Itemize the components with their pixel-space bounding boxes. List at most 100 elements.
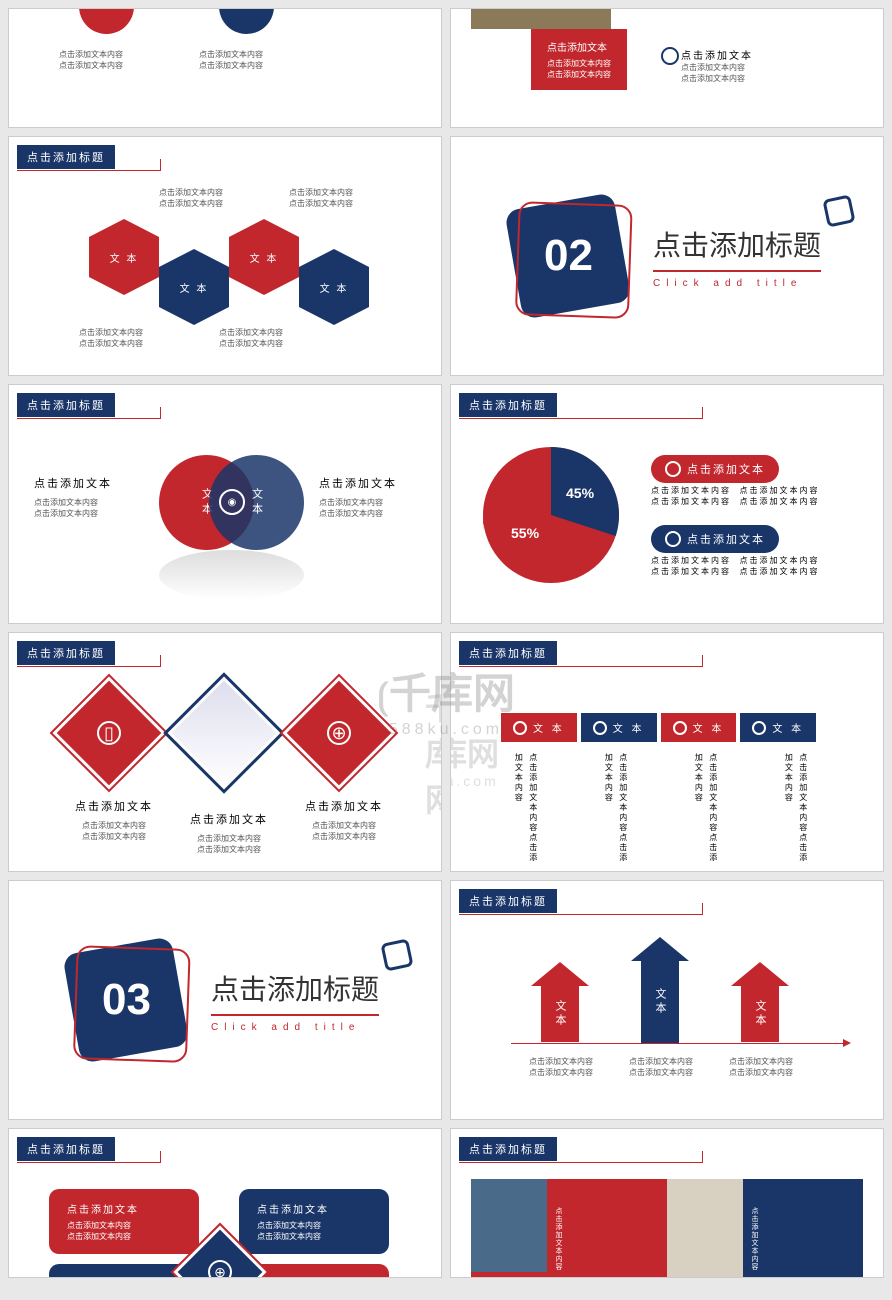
section-title: 点击添加标题 <box>653 224 821 272</box>
venn-reflection <box>159 550 304 600</box>
sub-text: 点击添加文本内容 <box>67 1231 181 1242</box>
phone-icon: ▯ <box>97 721 121 745</box>
sub-text: 点击添加文本内容 <box>59 49 123 60</box>
dia-text-1: 点击添加文本 点击添加文本内容 点击添加文本内容 <box>49 798 179 842</box>
sub-text: 点击添加文本内容 <box>651 567 731 576</box>
tab-icon <box>593 721 607 735</box>
sub-text: 点击添加文本内容 <box>199 49 263 60</box>
slide-tabs: 点击添加标题 千库网 588ku.com 文 本 文 本 文 本 文 本 点击添… <box>450 632 884 872</box>
tab-label: 文 本 <box>772 720 804 735</box>
text-title: 点击添加文本 <box>164 811 294 827</box>
sub-text: 点击添加文本内容 <box>651 556 731 565</box>
pill-blue: 点击添加文本 <box>651 525 779 553</box>
tag-line <box>459 407 703 419</box>
arrow-label: 文本 <box>652 988 668 1016</box>
item-title: 点击添加文本 <box>681 47 753 62</box>
sub-text: 点击添加文本内容 <box>289 187 353 198</box>
pill-icon <box>665 531 681 547</box>
slide-venn: 点击添加标题 文本 文本 ◉ 点击添加文本 点击添加文本内容 点击添加文本内容 … <box>8 384 442 624</box>
watermark: 千库网 <box>450 729 499 775</box>
sub-text: 点击添加文本内容 <box>257 1231 371 1242</box>
tag-line <box>17 655 161 667</box>
quad-box-2: 点击添加文本 点击添加文本内容 点击添加文本内容 <box>239 1189 389 1254</box>
sub-text: 点击添加文本内容 <box>219 327 283 338</box>
sub-text: 点击添加文本内容 <box>289 198 353 209</box>
section-subtitle: Click add title <box>211 1022 379 1033</box>
sub-text: 点击添加文本内容 <box>619 753 628 833</box>
sub-text: 点击添加文本内容 <box>611 1056 711 1067</box>
axis-line <box>511 1043 843 1044</box>
sub-text: 点击添加文本内容 <box>511 1056 611 1067</box>
bot-text-1: 点击添加文本内容 点击添加文本内容 <box>79 327 143 349</box>
section-header: 03 点击添加标题 Click add title <box>9 881 441 1119</box>
hex-label: 文 本 <box>110 250 139 265</box>
col2-text: 点击添加文本内容 点击添加文本内容 <box>199 49 263 71</box>
pill-icon <box>665 461 681 477</box>
tag-line <box>459 1151 703 1163</box>
venn-label: 文本 <box>249 488 265 518</box>
slide-2: 点击添加文本 点击添加文本内容 点击添加文本内容 点击添加文本 点击添加文本内容… <box>450 8 884 128</box>
right-item: 点击添加文本 点击添加文本内容 点击添加文本内容 <box>681 47 753 84</box>
arr-text-3: 点击添加文本内容点击添加文本内容 <box>711 1056 811 1078</box>
hex-1: 文 本 <box>89 237 159 277</box>
arr-text-2: 点击添加文本内容点击添加文本内容 <box>611 1056 711 1078</box>
tag-line <box>459 655 703 667</box>
slide-diamonds: 点击添加标题 ▯ ⊕ 点击添加文本 点击添加文本内容 点击添加文本内容 点击添加… <box>8 632 442 872</box>
text-title: 点击添加文本 <box>319 475 397 491</box>
section-header: 02 点击添加标题 Click add title <box>451 137 883 375</box>
tag-line <box>17 1151 161 1163</box>
tag-line <box>17 159 161 171</box>
arr-text-1: 点击添加文本内容点击添加文本内容 <box>511 1056 611 1078</box>
slide-1: 点击添加文本内容 点击添加文本内容 点击添加文本内容 点击添加文本内容 <box>8 8 442 128</box>
sub-text: 点击添加文本内容 <box>511 1067 611 1078</box>
hex-label: 文 本 <box>180 280 209 295</box>
sub-text: 点击添加文本内容 <box>553 1207 563 1271</box>
hex-4: 文 本 <box>299 267 369 307</box>
slide-image-row: 点击添加标题 点击添加文本 点击添加文本内容 点击添加文本 点击添加文本内容 点… <box>450 1128 884 1278</box>
sub-text: 点击添加文本内容 <box>257 1220 371 1231</box>
image-caption: 点击添加文本 <box>569 1272 667 1278</box>
text-title: 点击添加文本 <box>279 798 409 814</box>
image-side: 点击添加文本内容 <box>547 1179 569 1278</box>
sub-text: 点击添加文本内容 <box>749 1207 759 1271</box>
box-title: 点击添加文本 <box>257 1201 371 1216</box>
sub-text: 点击添加文本内容 <box>159 187 223 198</box>
slide-section-02: 02 点击添加标题 Click add title <box>450 136 884 376</box>
tab-icon <box>673 721 687 735</box>
sub-text: 点击添加文本内容 <box>199 60 263 71</box>
tab-label: 文 本 <box>613 720 645 735</box>
pill-sub-1: 点击添加文本内容 点击添加文本内容 点击添加文本内容 点击添加文本内容 <box>651 485 819 507</box>
sub-text: 点击添加文本内容 <box>79 327 143 338</box>
sub-text: 点击添加文本内容 <box>159 198 223 209</box>
pie-chart <box>476 440 626 590</box>
tab-2: 文 本 <box>581 713 657 742</box>
tab-label: 文 本 <box>533 720 565 735</box>
globe-icon: ⊕ <box>208 1260 232 1278</box>
sub-text: 点击添加文本内容 <box>164 833 294 844</box>
sub-text: 点击添加文本内容 <box>529 753 538 833</box>
sub-text: 点击添加文本内容 <box>67 1220 181 1231</box>
section-subtitle: Click add title <box>653 278 821 289</box>
hex-label: 文 本 <box>250 250 279 265</box>
pill-red: 点击添加文本 <box>651 455 779 483</box>
tag-line <box>459 903 703 915</box>
section-number: 02 <box>544 231 593 281</box>
venn-text-right: 点击添加文本 点击添加文本内容 点击添加文本内容 <box>319 475 397 519</box>
hex-label: 文 本 <box>320 280 349 295</box>
section-number-box: 02 <box>504 192 631 319</box>
dia-text-3: 点击添加文本 点击添加文本内容 点击添加文本内容 <box>279 798 409 842</box>
red-caption-box: 点击添加文本 点击添加文本内容 点击添加文本内容 <box>531 29 627 90</box>
quad-box-1: 点击添加文本 点击添加文本内容 点击添加文本内容 <box>49 1189 199 1254</box>
sub-text: 点击添加文本内容 <box>711 1056 811 1067</box>
tag-line <box>17 407 161 419</box>
sub-text: 点击添加文本内容 <box>739 486 819 495</box>
bot-text-2: 点击添加文本内容 点击添加文本内容 <box>219 327 283 349</box>
slide-pie: 点击添加标题 45% 55% 点击添加文本 点击添加文本内容 点击添加文本内容 … <box>450 384 884 624</box>
tab-3: 文 本 <box>661 713 737 742</box>
section-title-block: 点击添加标题 Click add title <box>211 968 379 1033</box>
image-cell-1: 点击添加文本 点击添加文本内容 <box>471 1179 569 1278</box>
slide-quad: 点击添加标题 点击添加文本 点击添加文本内容 点击添加文本内容 点击添加文本 点… <box>8 1128 442 1278</box>
venn-center-icon: ◉ <box>219 489 245 515</box>
slide-grid: 点击添加文本内容 点击添加文本内容 点击添加文本内容 点击添加文本内容 点击添加… <box>0 0 892 1286</box>
pie-red-label: 55% <box>511 525 539 541</box>
